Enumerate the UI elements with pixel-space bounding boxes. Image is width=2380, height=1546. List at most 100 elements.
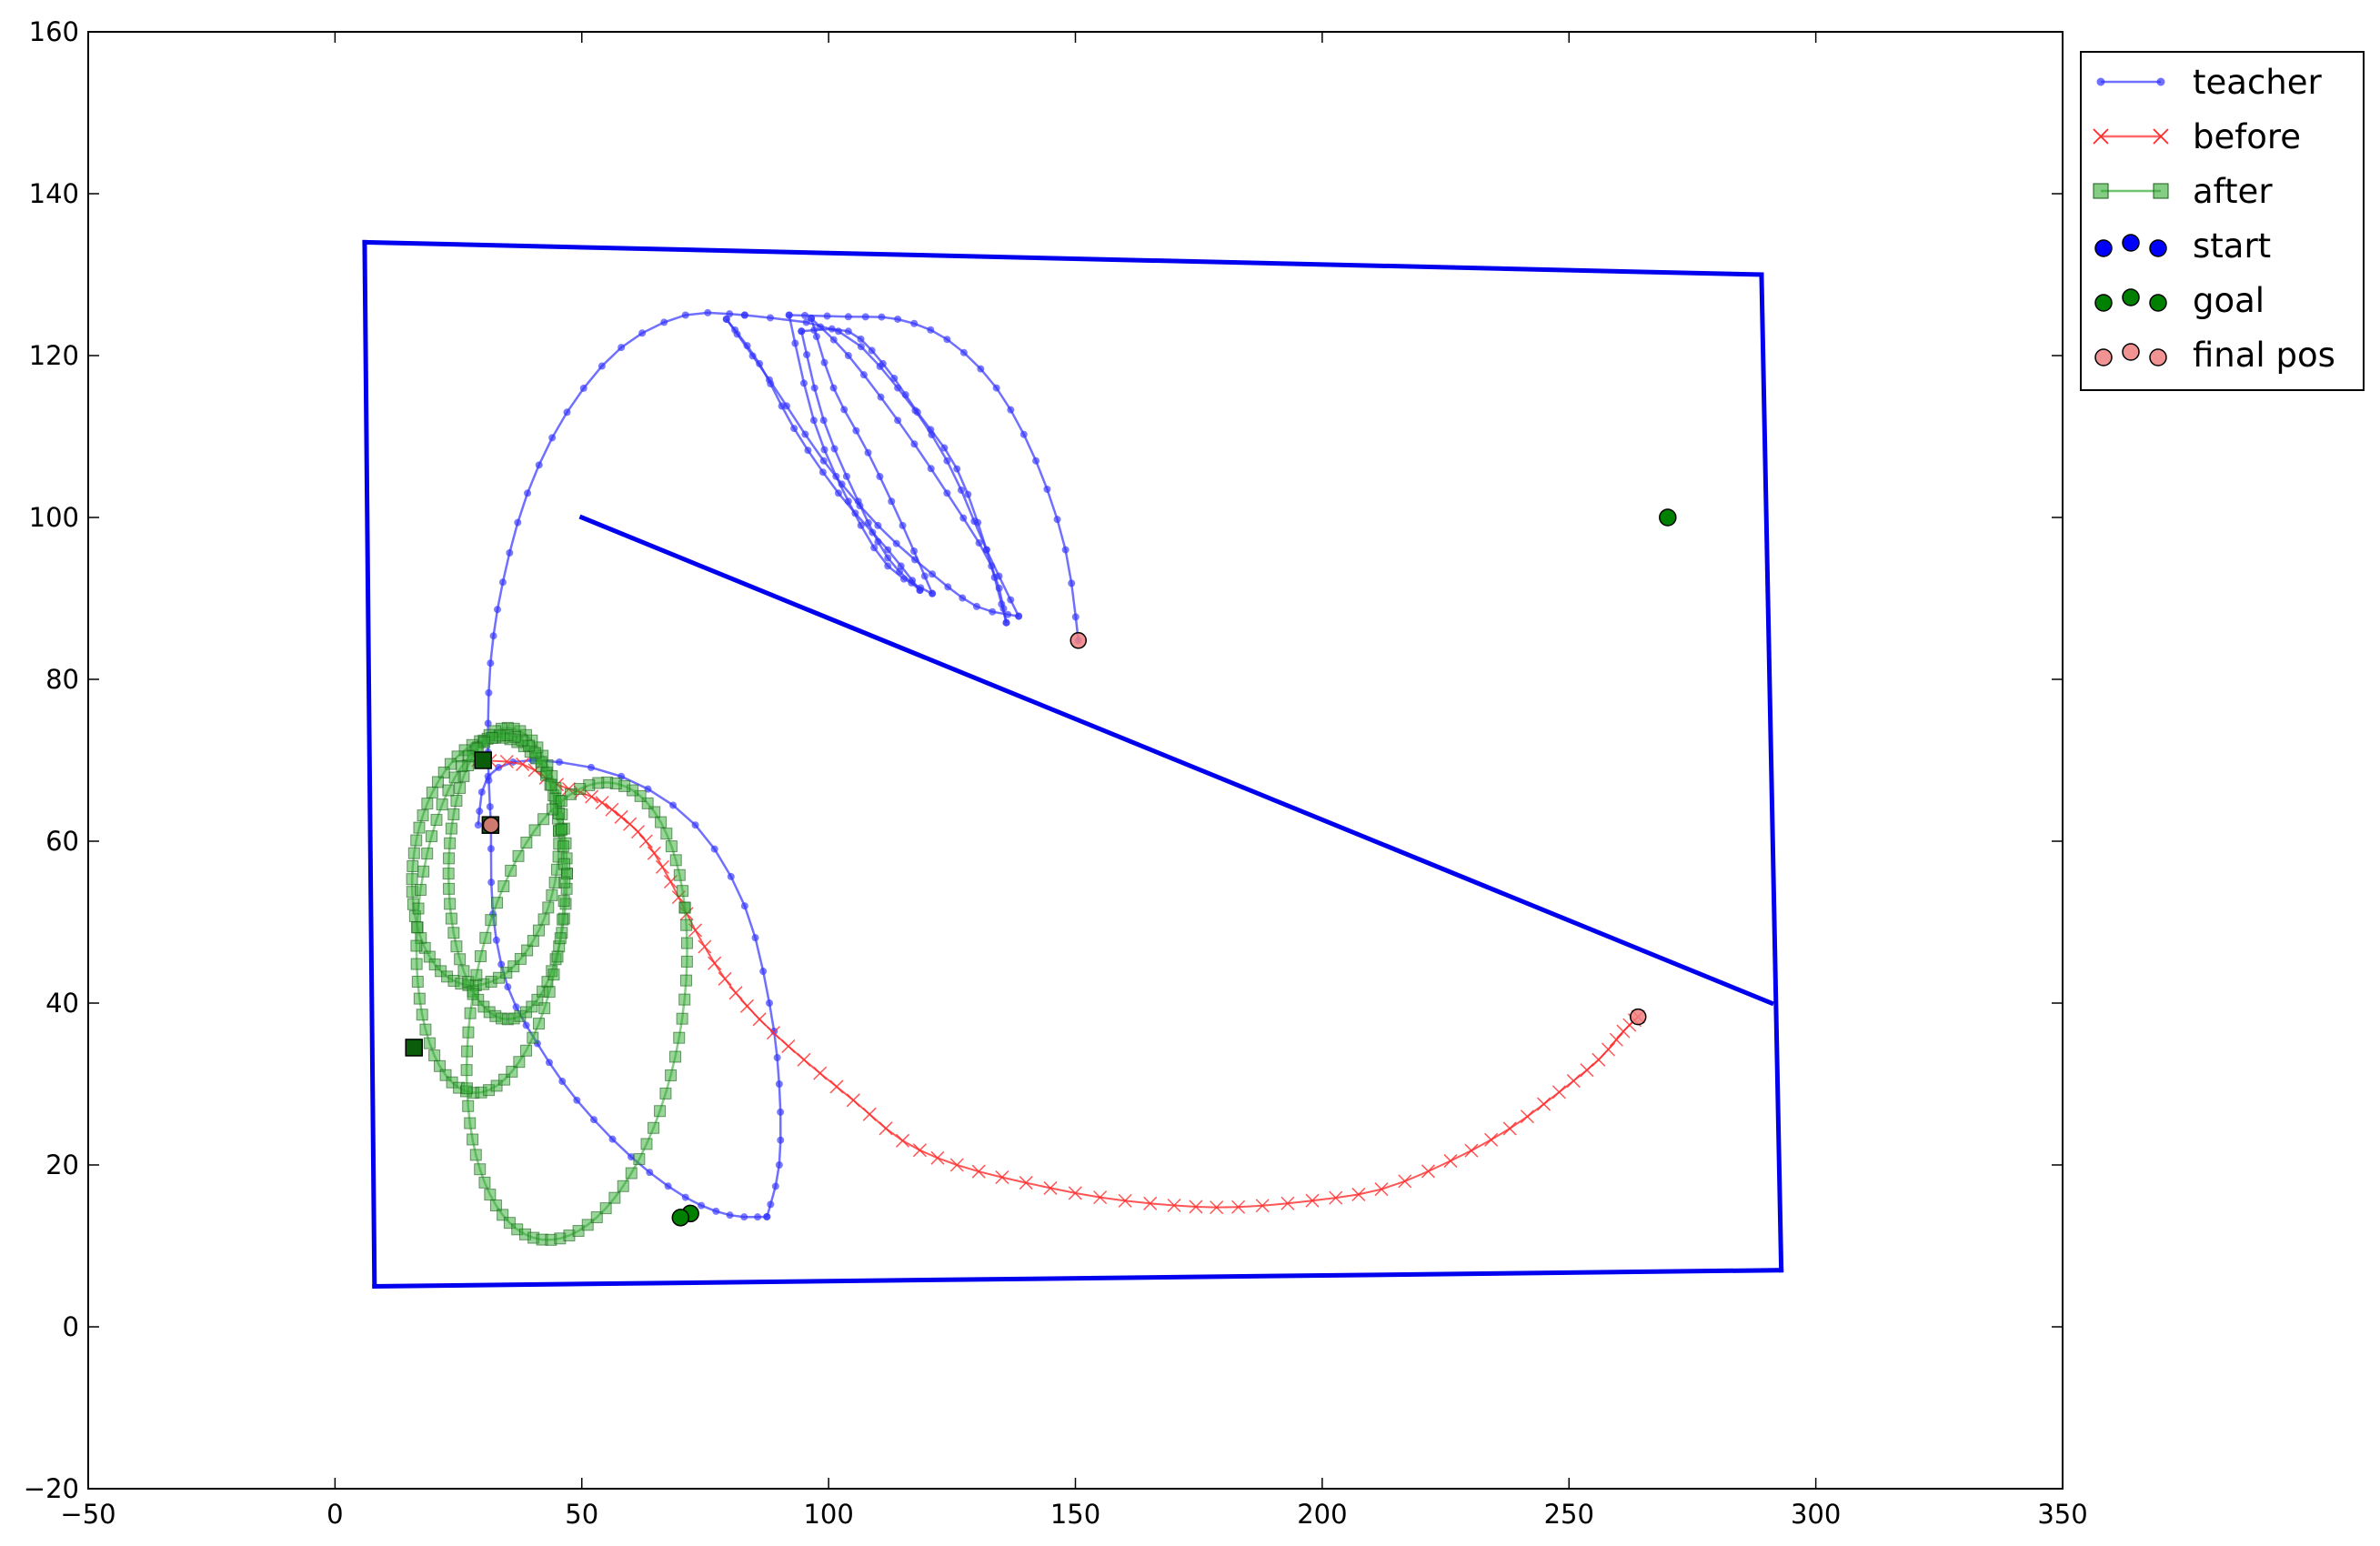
before-point	[995, 1170, 1009, 1185]
teacher-point	[929, 589, 937, 597]
teacher-point	[754, 1213, 762, 1221]
teacher-point	[927, 326, 935, 334]
after-point	[505, 864, 517, 877]
teacher-point	[726, 310, 734, 318]
after-point	[431, 776, 444, 788]
before-point	[971, 1164, 986, 1179]
teacher-point	[959, 514, 968, 522]
teacher-point	[590, 1116, 598, 1124]
teacher-point	[733, 330, 741, 338]
start-point	[474, 751, 492, 769]
after-point	[557, 913, 569, 926]
after-point	[436, 798, 448, 811]
teacher-point	[785, 311, 793, 319]
teacher-point	[646, 1169, 654, 1177]
after-point	[547, 969, 560, 981]
teacher-point	[800, 311, 808, 319]
teacher-point	[995, 572, 1003, 580]
teacher-point	[751, 934, 759, 942]
teacher-point	[878, 313, 886, 321]
after-point	[679, 974, 692, 987]
before-point	[1189, 1200, 1203, 1214]
teacher-line	[744, 314, 1020, 617]
axes: −50 0 50 100 150 200 250 300 350 −20 0 20 40 60 80 100 1…	[24, 16, 2088, 1530]
legend-marker	[2149, 294, 2167, 312]
teacher-point	[790, 425, 798, 433]
legend-label: teacher	[2193, 63, 2323, 102]
teacher-point	[767, 314, 775, 322]
after-point	[421, 848, 434, 860]
legend-label: before	[2193, 117, 2301, 156]
final-pos-point	[1629, 1008, 1647, 1026]
teacher-point	[856, 502, 864, 510]
teacher-point	[608, 1135, 617, 1143]
after-point	[454, 781, 467, 794]
teacher-point	[1019, 430, 1028, 438]
teacher-point	[704, 308, 712, 316]
teacher-point	[944, 583, 952, 591]
before-point	[1536, 1097, 1552, 1111]
before-point	[1019, 1176, 1033, 1190]
after-point	[413, 821, 426, 834]
after-point	[660, 828, 673, 840]
teacher-point	[894, 384, 902, 392]
before-point	[1601, 1042, 1616, 1057]
after-point	[411, 975, 424, 988]
teacher-point	[857, 335, 865, 343]
before-point	[1143, 1196, 1158, 1210]
teacher-point	[884, 546, 892, 554]
before-point	[829, 1079, 844, 1094]
teacher-point	[892, 539, 900, 547]
teacher-point	[681, 1193, 689, 1201]
after-point	[450, 795, 463, 807]
teacher-point	[844, 313, 852, 321]
teacher-point	[928, 431, 936, 439]
teacher-point	[710, 845, 718, 853]
teacher-point	[1007, 596, 1015, 604]
after-point	[528, 824, 541, 837]
teacher-point	[844, 352, 852, 359]
legend-marker	[2122, 288, 2140, 306]
teacher-point	[823, 312, 831, 320]
before-point	[1043, 1180, 1058, 1195]
teacher-point	[506, 548, 514, 557]
after-point	[540, 767, 553, 779]
teacher-point	[899, 521, 907, 529]
before-point	[516, 757, 530, 771]
after-point	[532, 924, 545, 937]
teacher-point	[943, 489, 951, 497]
before-point	[1374, 1182, 1389, 1197]
before-point	[1421, 1164, 1436, 1179]
wall-segment	[578, 514, 1775, 1007]
teacher-point	[759, 968, 768, 976]
after-point	[633, 1153, 646, 1166]
teacher-point	[773, 1053, 781, 1061]
x-tick-label: 300	[1791, 1499, 1841, 1530]
wall-segment	[372, 1268, 1784, 1290]
teacher-point	[476, 808, 484, 816]
teacher-point	[514, 518, 522, 527]
teacher-point	[485, 688, 493, 697]
before-point	[879, 1121, 893, 1136]
after-point	[545, 778, 557, 791]
before-point	[1305, 1193, 1320, 1208]
after-point	[665, 1069, 678, 1081]
after-point	[417, 865, 430, 878]
teacher-point	[989, 607, 997, 616]
before-point	[1464, 1143, 1479, 1158]
legend-label: goal	[2193, 281, 2265, 320]
legend-marker	[2149, 239, 2167, 257]
teacher-point	[487, 659, 495, 668]
teacher-point	[775, 1161, 783, 1169]
before-point	[595, 796, 609, 810]
marker-points	[405, 508, 1677, 1227]
after-point	[654, 1105, 667, 1118]
teacher-point	[558, 1078, 567, 1086]
after-point	[470, 969, 483, 981]
teacher-line	[477, 758, 782, 1218]
teacher-point	[977, 365, 985, 373]
legend-label: start	[2193, 226, 2271, 266]
after-point	[506, 1065, 518, 1078]
goal-point	[671, 1209, 690, 1227]
teacher-point	[495, 763, 503, 771]
